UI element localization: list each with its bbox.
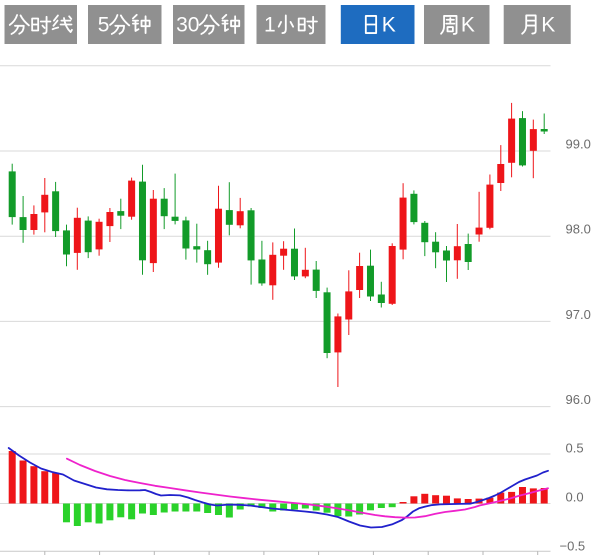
svg-text:1: 1	[264, 14, 276, 37]
svg-text:K: K	[461, 14, 475, 37]
svg-text:K: K	[382, 14, 396, 37]
svg-text:0.0: 0.0	[566, 489, 584, 504]
svg-text:30: 30	[176, 14, 199, 37]
svg-text:5: 5	[98, 14, 110, 37]
svg-text:99.0: 99.0	[566, 136, 591, 151]
svg-text:98.0: 98.0	[566, 222, 591, 237]
svg-text:−0.5: −0.5	[560, 538, 586, 553]
svg-text:96.0: 96.0	[566, 392, 591, 407]
svg-text:97.0: 97.0	[566, 307, 591, 322]
svg-text:0.5: 0.5	[566, 440, 584, 455]
svg-text:K: K	[541, 14, 555, 37]
